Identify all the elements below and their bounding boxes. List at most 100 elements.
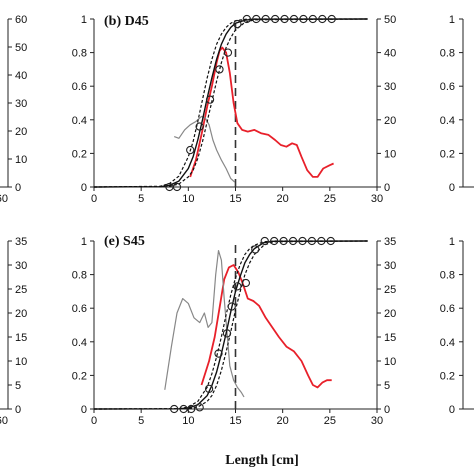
y2-tick-label: 20 — [384, 308, 396, 320]
y-tick-label: 0 — [81, 182, 87, 194]
observed-point — [308, 14, 318, 24]
partial-tick-label: 20 — [15, 308, 27, 320]
partial-tick-label: 0.2 — [440, 148, 455, 160]
y2-tick-label: 25 — [384, 284, 396, 296]
partial-tick-label: 0 — [15, 182, 21, 194]
observed-point — [233, 19, 242, 29]
partial-tick-label: 5 — [15, 380, 21, 392]
y-tick-label: 0.4 — [72, 337, 87, 349]
y2-tick-label: 40 — [384, 48, 396, 60]
y-tick-label: 0.4 — [72, 115, 87, 127]
partial-tick-label: 0 — [15, 404, 21, 416]
x-tick-label: 5 — [138, 415, 144, 427]
observed-point — [252, 14, 261, 24]
y-tick-label: 0.8 — [72, 270, 87, 282]
x-tick-label: 30 — [371, 193, 383, 205]
observed-point — [172, 182, 182, 192]
observed-point — [317, 236, 326, 246]
fitted-curve-line — [93, 18, 368, 188]
partial-x-tick-label: -60 — [0, 415, 8, 427]
partial-tick-label: 30 — [15, 98, 27, 110]
x-tick-label: 15 — [229, 193, 241, 205]
partial-tick-label: 0.6 — [440, 303, 455, 315]
observed-point — [288, 236, 298, 246]
partial-tick-label: 1 — [449, 236, 455, 248]
panel-d45: (b) D45 0 5 10 15 20 25 3000.20.40.60.81010203… — [72, 14, 397, 205]
y2-tick-label: 35 — [384, 236, 396, 248]
x-tick-label: 0 — [91, 193, 97, 205]
y-tick-label: 0.8 — [72, 48, 87, 60]
observed-point — [233, 282, 242, 291]
panel-title: (e) S45 — [104, 234, 145, 249]
partial-tick-label: 0.6 — [440, 81, 455, 93]
x-tick-label: 5 — [138, 193, 144, 205]
observed-point — [270, 236, 279, 246]
partial-tick-label: 0 — [449, 404, 455, 416]
y2-tick-label: 0 — [384, 182, 390, 194]
partial-tick-label: 30 — [15, 260, 27, 272]
y-tick-label: 0 — [81, 404, 87, 416]
partial-tick-label: 10 — [15, 154, 27, 166]
observed-point — [222, 329, 232, 338]
panel-s45: (e) S45 0 5 10 15 20 25 3000.20.40.60.81051015… — [72, 234, 397, 427]
y-tick-label: 0.6 — [72, 81, 87, 93]
partial-tick-label: 10 — [15, 356, 27, 368]
observed-point — [215, 65, 224, 74]
ci-upper-line — [93, 18, 368, 188]
observed-point — [326, 236, 335, 246]
partial-tick-label: 20 — [15, 126, 27, 138]
partial-tick-label: 60 — [15, 14, 27, 26]
observed-point — [327, 14, 336, 24]
observed-point — [223, 48, 233, 57]
observed-point — [242, 14, 251, 24]
partial-tick-label: 0.2 — [440, 370, 455, 382]
y2-tick-label: 5 — [384, 380, 390, 392]
partial-tick-label: 0.8 — [440, 270, 455, 282]
partial-tick-label: 15 — [15, 332, 27, 344]
partial-tick-label: 0 — [449, 182, 455, 194]
y2-tick-label: 30 — [384, 81, 396, 93]
y2-tick-label: 50 — [384, 14, 396, 26]
count-red-line — [189, 46, 334, 178]
count-grey-line — [164, 250, 245, 398]
x-tick-label: 10 — [182, 415, 194, 427]
observed-point — [227, 302, 236, 311]
count-grey-line — [173, 115, 236, 183]
x-tick-label: 15 — [229, 415, 241, 427]
observed-point — [187, 404, 196, 414]
observed-point — [186, 145, 195, 155]
x-tick-label: 20 — [277, 415, 289, 427]
y2-tick-label: 15 — [384, 332, 396, 344]
observed-point — [241, 278, 251, 288]
y-tick-label: 1 — [81, 236, 87, 248]
observed-point — [289, 14, 299, 24]
y2-tick-label: 0 — [384, 404, 390, 416]
y2-tick-label: 10 — [384, 148, 396, 160]
y2-tick-label: 20 — [384, 115, 396, 127]
panel-title: (b) D45 — [104, 14, 149, 29]
partial-tick-label: 35 — [15, 236, 27, 248]
y-tick-label: 0.2 — [72, 370, 87, 382]
x-tick-label: 25 — [324, 415, 336, 427]
x-axis-label: Length [cm] — [225, 453, 299, 468]
partial-tick-label: 40 — [15, 70, 27, 82]
ci-lower-line — [93, 18, 368, 188]
partial-tick-label: 0.4 — [440, 337, 455, 349]
observed-point — [214, 349, 223, 358]
y-tick-label: 1 — [81, 14, 87, 26]
y2-tick-label: 30 — [384, 260, 396, 272]
partial-x-tick-label: -60 — [0, 193, 8, 205]
partial-tick-label: 1 — [449, 14, 455, 26]
observed-point — [205, 95, 215, 104]
observed-point — [195, 403, 204, 412]
observed-point — [299, 14, 308, 24]
observed-point — [195, 122, 204, 131]
x-tick-label: 25 — [324, 193, 336, 205]
partial-right-panels: 1 0.8 0.6 0.4 0.2 0 1 0.8 0.6 0.4 0.2 0 — [440, 14, 474, 416]
x-tick-label: 10 — [182, 193, 194, 205]
x-tick-label: 0 — [91, 415, 97, 427]
partial-tick-label: 50 — [15, 42, 27, 54]
x-tick-label: 30 — [371, 415, 383, 427]
